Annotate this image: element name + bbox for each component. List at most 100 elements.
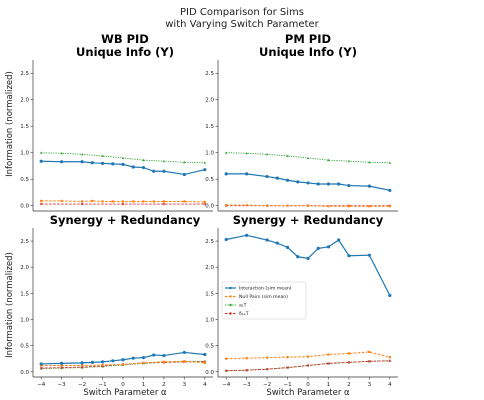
y-tick-label: 0.5: [205, 177, 214, 183]
y-tick-label: 2.5: [20, 71, 29, 77]
data-point-interaction: [275, 176, 279, 180]
y-tick-label: 2.5: [205, 71, 214, 77]
x-tick-label: 0: [306, 382, 310, 388]
data-point-interaction: [326, 245, 331, 249]
x-tick-label: −3: [243, 382, 252, 388]
x-tick-label: −3: [58, 382, 67, 388]
data-point-a1T: [306, 156, 310, 160]
data-point-dppT: [121, 202, 125, 206]
x-tick-label: −2: [78, 382, 86, 388]
x-tick-label: 2: [162, 382, 166, 388]
data-point-interaction: [316, 182, 320, 186]
x-tick-label: −4: [37, 382, 46, 388]
panel-wb-synergy: 0.0 0.5 1.0 1.5 2.0 2.5 −4 −3 −2 −1 0 1 2 3 4: [20, 228, 213, 388]
data-point-interaction: [203, 352, 207, 357]
data-point-interaction: [388, 188, 392, 192]
y-tick-label: 0.0: [205, 370, 214, 376]
y-tick-label: 0.0: [20, 204, 29, 210]
y-tick-label: 1.5: [20, 291, 29, 297]
y-tick-label: 1.0: [20, 317, 29, 323]
data-point-null_pairs: [388, 356, 391, 359]
xlabel-right: Switch Parameter α: [266, 388, 350, 398]
y-tick-label: 1.0: [205, 151, 214, 157]
data-point-null_pairs: [162, 360, 166, 363]
data-point-dppT: [286, 366, 289, 369]
data-point-interaction: [182, 172, 186, 177]
data-point-interaction: [152, 353, 156, 357]
data-point-a1T: [121, 156, 125, 160]
data-point-interaction: [203, 168, 207, 172]
data-point-null_pairs: [101, 200, 104, 203]
data-point-a1T: [388, 161, 392, 164]
y-tick-label: 0.5: [205, 344, 214, 350]
y-tick-label: 1.5: [205, 124, 214, 130]
data-point-interaction: [80, 361, 84, 365]
data-point-null_pairs: [203, 200, 206, 204]
data-point-interaction: [326, 182, 331, 186]
data-point-null_pairs: [60, 199, 63, 203]
data-point-interaction: [306, 181, 310, 185]
suptitle-line2: with Varying Switch Parameter: [165, 19, 319, 30]
data-point-null_pairs: [306, 355, 310, 358]
x-tick-label: −4: [222, 382, 231, 388]
data-point-interaction: [265, 174, 269, 179]
x-tick-label: 1: [142, 382, 146, 388]
data-point-null_pairs: [388, 205, 391, 208]
data-point-interaction: [131, 356, 135, 360]
legend-marker-interaction: [229, 286, 232, 290]
ylabel-top: Information (normalized): [5, 71, 15, 177]
y-tick-label: 2.5: [20, 239, 29, 245]
data-point-null_pairs: [80, 200, 84, 203]
data-point-null_pairs: [225, 204, 228, 207]
data-point-interaction: [39, 362, 43, 366]
legend-label-null_pairs: Null Pairs (sim mean): [239, 294, 288, 300]
data-point-interaction: [306, 256, 310, 260]
x-tick-label: 0: [121, 382, 125, 388]
data-point-interaction: [245, 233, 249, 237]
legend-label-interaction: Interaction (sim mean): [239, 286, 292, 292]
data-point-null_pairs: [101, 363, 104, 367]
data-point-a1T: [224, 151, 228, 154]
y-tick-label: 2.5: [205, 239, 214, 245]
data-point-null_pairs: [225, 357, 228, 360]
data-point-interaction: [337, 182, 341, 186]
legend-label-dppT: δₚₚT: [239, 311, 249, 317]
panel-wb-unique: 0.0 0.5 1.0 1.5 2.0 2.5: [20, 60, 213, 212]
data-point-dppT: [224, 369, 228, 373]
legend-box: [221, 281, 307, 320]
data-point-null_pairs: [142, 361, 145, 364]
x-tick-label: 3: [368, 382, 372, 388]
panel-pm-unique: 0.0 0.5 1.0 1.5 2.0 2.5: [205, 60, 398, 212]
data-point-interaction: [224, 237, 228, 242]
data-point-interaction: [388, 293, 392, 298]
y-tick-label: 1.0: [20, 151, 29, 157]
data-point-null_pairs: [368, 350, 371, 354]
data-point-null_pairs: [265, 356, 269, 359]
data-point-a1T: [183, 160, 186, 164]
x-tick-label: 4: [203, 382, 207, 388]
xlabel-left: Switch Parameter α: [83, 388, 167, 398]
data-point-null_pairs: [91, 199, 94, 203]
data-point-interaction: [111, 359, 115, 363]
x-tick-label: 1: [327, 382, 331, 388]
data-point-null_pairs: [142, 200, 145, 203]
data-point-interaction: [100, 161, 105, 165]
data-point-a1T: [347, 159, 351, 163]
y-tick-label: 1.5: [205, 291, 214, 297]
data-point-interaction: [316, 246, 320, 250]
data-point-dppT: [265, 367, 269, 371]
data-point-interaction: [111, 162, 115, 166]
x-tick-label: −1: [283, 382, 291, 388]
y-tick-label: 0.0: [20, 370, 29, 376]
x-tick-label: 3: [183, 382, 187, 388]
data-point-null_pairs: [162, 200, 166, 203]
data-point-null_pairs: [183, 360, 186, 363]
data-point-a1T: [101, 154, 104, 157]
data-point-null_pairs: [347, 352, 351, 355]
data-point-a1T: [368, 160, 371, 164]
data-point-interaction: [60, 361, 64, 366]
data-point-dppT: [162, 202, 166, 206]
data-point-null_pairs: [40, 199, 43, 203]
data-point-null_pairs: [183, 200, 186, 203]
